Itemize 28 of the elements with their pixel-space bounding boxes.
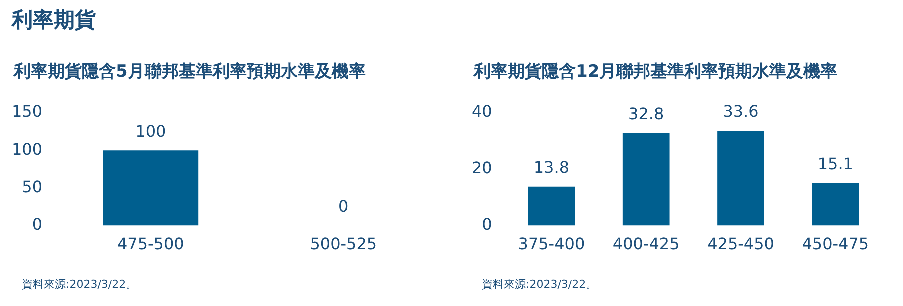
source-note: 資料來源:2023/3/22。 [482, 277, 598, 292]
source-note: 資料來源:2023/3/22。 [22, 277, 138, 292]
data-label: 15.1 [818, 154, 854, 174]
bar [718, 131, 764, 226]
data-label: 33.6 [723, 102, 759, 122]
chart-subtitle: 利率期貨隱含5月聯邦基準利率預期水準及機率 [14, 62, 366, 82]
x-tick-label: 375-400 [518, 234, 586, 254]
x-tick-label: 500-525 [310, 234, 378, 254]
x-tick-label: 400-425 [612, 234, 680, 254]
y-tick-label: 0 [32, 214, 43, 234]
bar [622, 133, 670, 226]
y-tick-label: 20 [472, 158, 492, 178]
y-tick-label: 150 [12, 102, 43, 122]
x-tick-label: 475-500 [117, 234, 184, 254]
data-label: 32.8 [628, 104, 664, 124]
y-tick-label: 100 [12, 140, 43, 159]
chart-title: 利率期貨 [12, 8, 96, 32]
x-tick-label: 425-450 [708, 234, 774, 254]
data-label: 0 [338, 196, 349, 216]
x-tick-label: 450-475 [802, 234, 870, 254]
data-label: 100 [136, 122, 166, 141]
data-label: 13.8 [534, 158, 570, 178]
bar [528, 186, 576, 226]
y-tick-label: 0 [482, 214, 492, 234]
chart-subtitle: 利率期貨隱含12月聯邦基準利率預期水準及機率 [474, 62, 838, 82]
y-tick-label: 50 [22, 177, 43, 196]
y-tick-label: 40 [472, 102, 492, 122]
bar [812, 183, 860, 226]
